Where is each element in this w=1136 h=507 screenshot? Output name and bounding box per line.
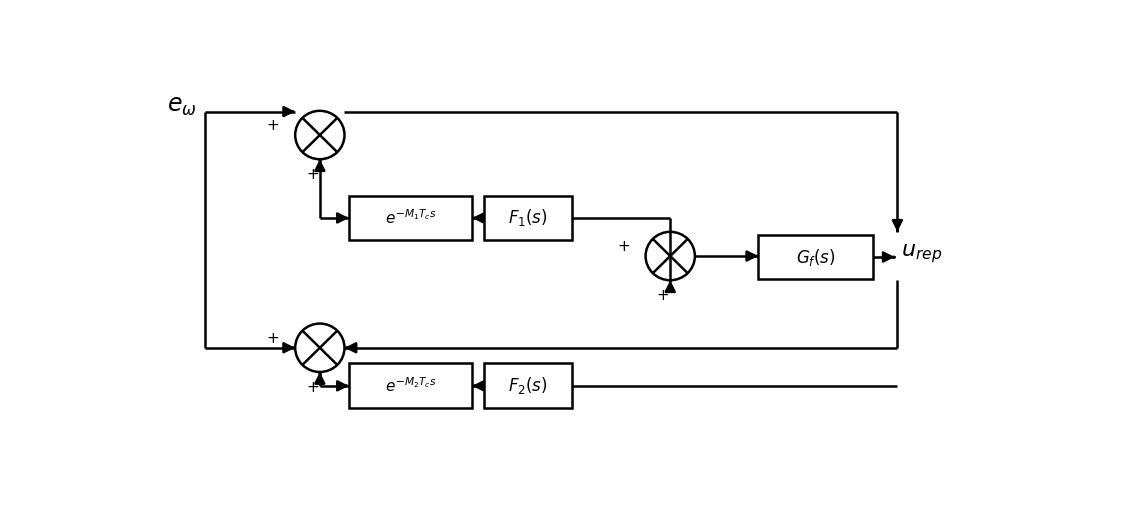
Text: +: + — [657, 288, 669, 303]
Text: +: + — [306, 380, 319, 395]
Text: +: + — [617, 239, 630, 254]
Text: $G_f(s)$: $G_f(s)$ — [795, 246, 835, 268]
Text: +: + — [267, 118, 279, 133]
FancyBboxPatch shape — [484, 364, 571, 408]
Text: +: + — [306, 167, 319, 183]
FancyBboxPatch shape — [349, 364, 473, 408]
FancyBboxPatch shape — [484, 196, 571, 240]
Text: $F_1(s)$: $F_1(s)$ — [508, 207, 548, 229]
Text: $u_{rep}$: $u_{rep}$ — [901, 242, 942, 265]
FancyBboxPatch shape — [349, 196, 473, 240]
Text: $e^{-M_1T_cs}$: $e^{-M_1T_cs}$ — [385, 208, 436, 227]
Text: +: + — [267, 331, 279, 346]
Text: $F_2(s)$: $F_2(s)$ — [508, 375, 548, 396]
Text: $e^{-M_2T_cs}$: $e^{-M_2T_cs}$ — [385, 377, 436, 395]
FancyBboxPatch shape — [759, 235, 872, 279]
Text: $e_{\omega}$: $e_{\omega}$ — [167, 94, 197, 118]
